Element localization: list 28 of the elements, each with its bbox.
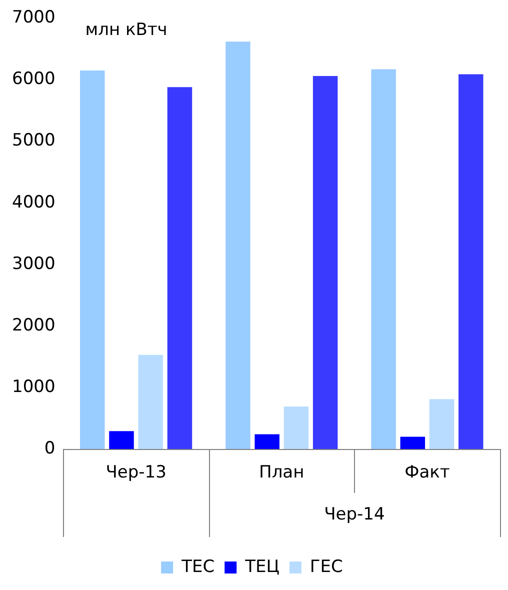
- bar: [429, 399, 454, 449]
- x-tick-label: Факт: [404, 462, 450, 483]
- y-tick-label: 3000: [12, 254, 56, 274]
- y-tick-label: 5000: [12, 130, 56, 151]
- legend-label: ГЕС: [310, 556, 343, 577]
- bar: [226, 42, 250, 449]
- x-tick-label: Чер-13: [106, 462, 166, 483]
- bar: [312, 76, 338, 449]
- bar: [167, 87, 192, 449]
- y-tick-label: 6000: [12, 69, 56, 90]
- bar: [138, 354, 163, 449]
- y-axis-title: млн кВтч: [85, 20, 168, 40]
- bar: [400, 436, 426, 449]
- legend-label: ТЕС: [180, 556, 215, 577]
- y-tick-label: 2000: [12, 315, 56, 336]
- bar: [371, 69, 396, 449]
- bar: [254, 434, 280, 449]
- text: Чер-14: [324, 504, 385, 524]
- y-tick-label: 1000: [12, 376, 56, 397]
- x-tick-label: План: [259, 462, 304, 483]
- y-tick-label: 7000: [12, 8, 56, 28]
- y-tick-label: 4000: [12, 192, 56, 212]
- legend-label: ТЕЦ: [244, 556, 280, 577]
- y-tick-label: 0: [44, 438, 56, 458]
- bar: [109, 431, 134, 449]
- bar: [458, 74, 484, 449]
- bar: [80, 70, 105, 449]
- bar: [284, 406, 309, 449]
